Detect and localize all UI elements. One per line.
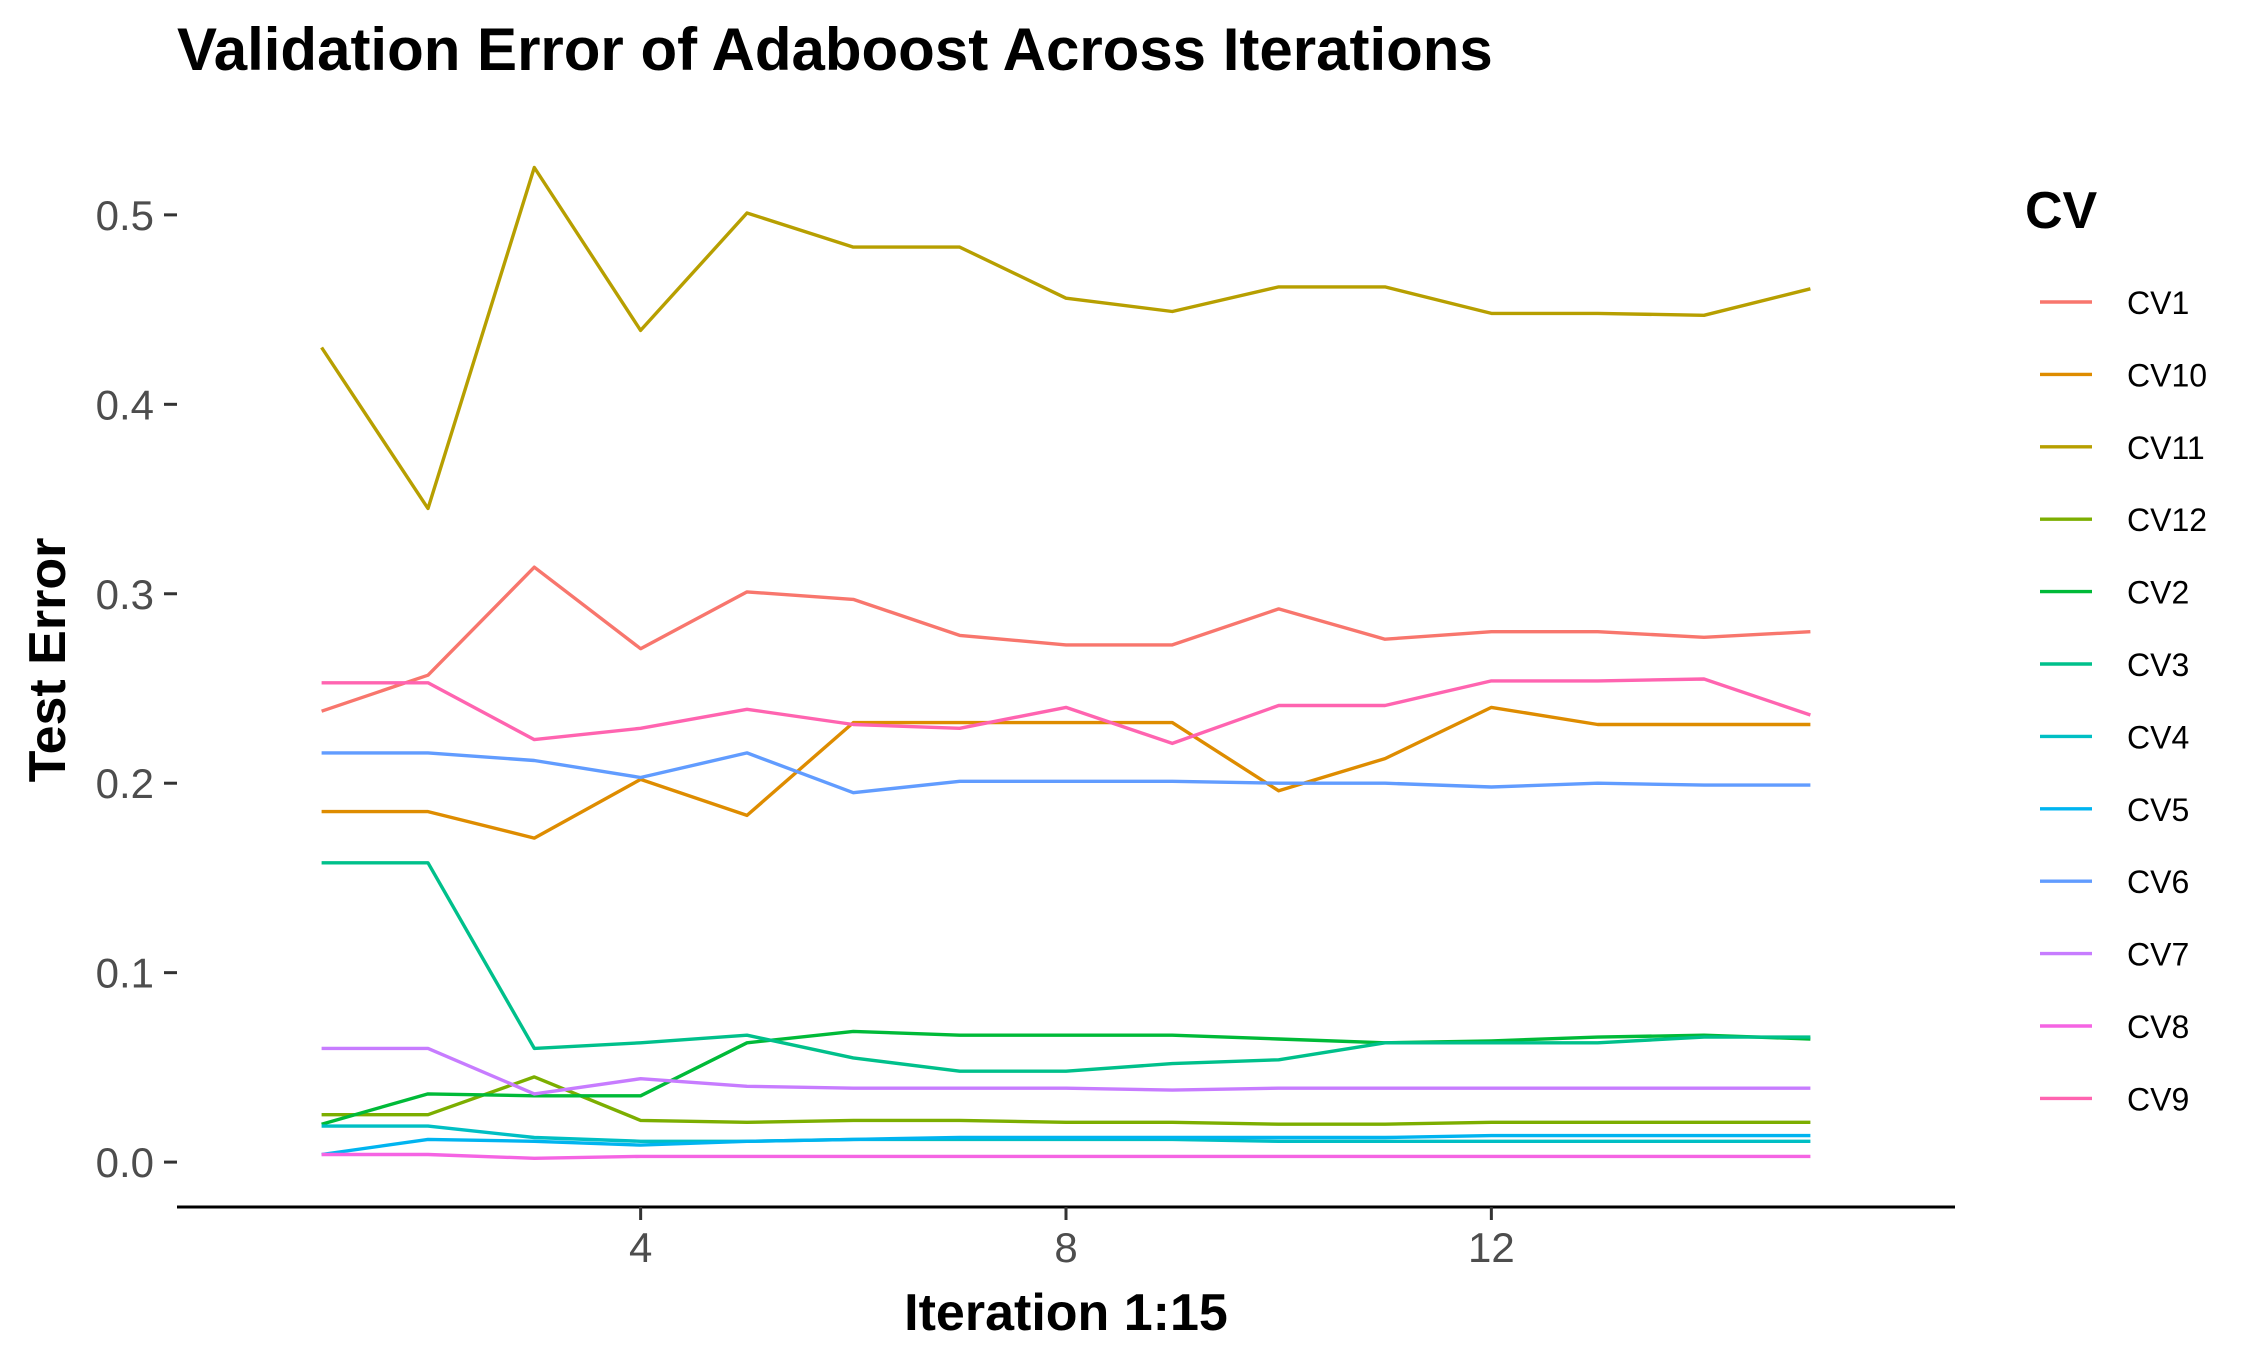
series-line-cv5 bbox=[321, 1133, 1811, 1157]
x-axis-title: Iteration 1:15 bbox=[904, 1284, 1228, 1342]
series-line-cv1 bbox=[321, 565, 1811, 713]
x-axis: 4 8 12 bbox=[629, 1207, 1515, 1271]
series-line-cv3 bbox=[321, 861, 1811, 1073]
y-tick-label: 0.5 bbox=[96, 192, 154, 239]
series-line-cv6 bbox=[321, 751, 1811, 795]
series-line-cv12 bbox=[321, 1075, 1811, 1126]
legend-label-cv10: CV10 bbox=[2127, 357, 2207, 393]
legend-label-cv11: CV11 bbox=[2127, 430, 2205, 466]
series-line-cv10 bbox=[321, 705, 1811, 840]
legend-label-cv7: CV7 bbox=[2127, 937, 2189, 973]
legend-label-cv8: CV8 bbox=[2127, 1009, 2189, 1045]
y-tick-label: 0.4 bbox=[96, 381, 154, 428]
series-line-cv2 bbox=[321, 1029, 1811, 1126]
legend-label-cv3: CV3 bbox=[2127, 647, 2189, 683]
series-line-cv8 bbox=[321, 1152, 1811, 1161]
legend-label-cv4: CV4 bbox=[2127, 719, 2189, 755]
legend-title: CV bbox=[2025, 182, 2098, 240]
legend-label-cv1: CV1 bbox=[2127, 285, 2189, 321]
y-tick-label: 0.2 bbox=[96, 760, 154, 807]
series-line-cv4 bbox=[321, 1124, 1811, 1144]
series-line-cv11 bbox=[320, 165, 1811, 511]
x-tick-label: 8 bbox=[1054, 1224, 1077, 1271]
legend-label-cv5: CV5 bbox=[2127, 792, 2189, 828]
y-axis: 0.0 0.1 0.2 0.3 0.4 0.5 bbox=[96, 192, 177, 1186]
legend-label-cv6: CV6 bbox=[2127, 864, 2189, 900]
legend-label-cv12: CV12 bbox=[2127, 502, 2207, 538]
legend-label-cv2: CV2 bbox=[2127, 575, 2189, 611]
x-tick-label: 4 bbox=[629, 1224, 652, 1271]
legend: CV CV1 CV10 CV11 CV12 CV2 CV3 CV4 CV5 CV6 CV7 CV8 C… bbox=[2025, 182, 2207, 1117]
series-lines bbox=[320, 165, 1811, 1161]
legend-label-cv9: CV9 bbox=[2127, 1081, 2189, 1117]
y-tick-label: 0.0 bbox=[96, 1139, 154, 1186]
series-line-cv9 bbox=[321, 677, 1811, 746]
series-line-cv7 bbox=[321, 1046, 1811, 1096]
x-tick-label: 12 bbox=[1468, 1224, 1515, 1271]
y-tick-label: 0.3 bbox=[96, 571, 154, 618]
y-tick-label: 0.1 bbox=[96, 950, 154, 997]
y-axis-title: Test Error bbox=[19, 538, 77, 783]
chart-title: Validation Error of Adaboost Across Iter… bbox=[177, 16, 1493, 83]
